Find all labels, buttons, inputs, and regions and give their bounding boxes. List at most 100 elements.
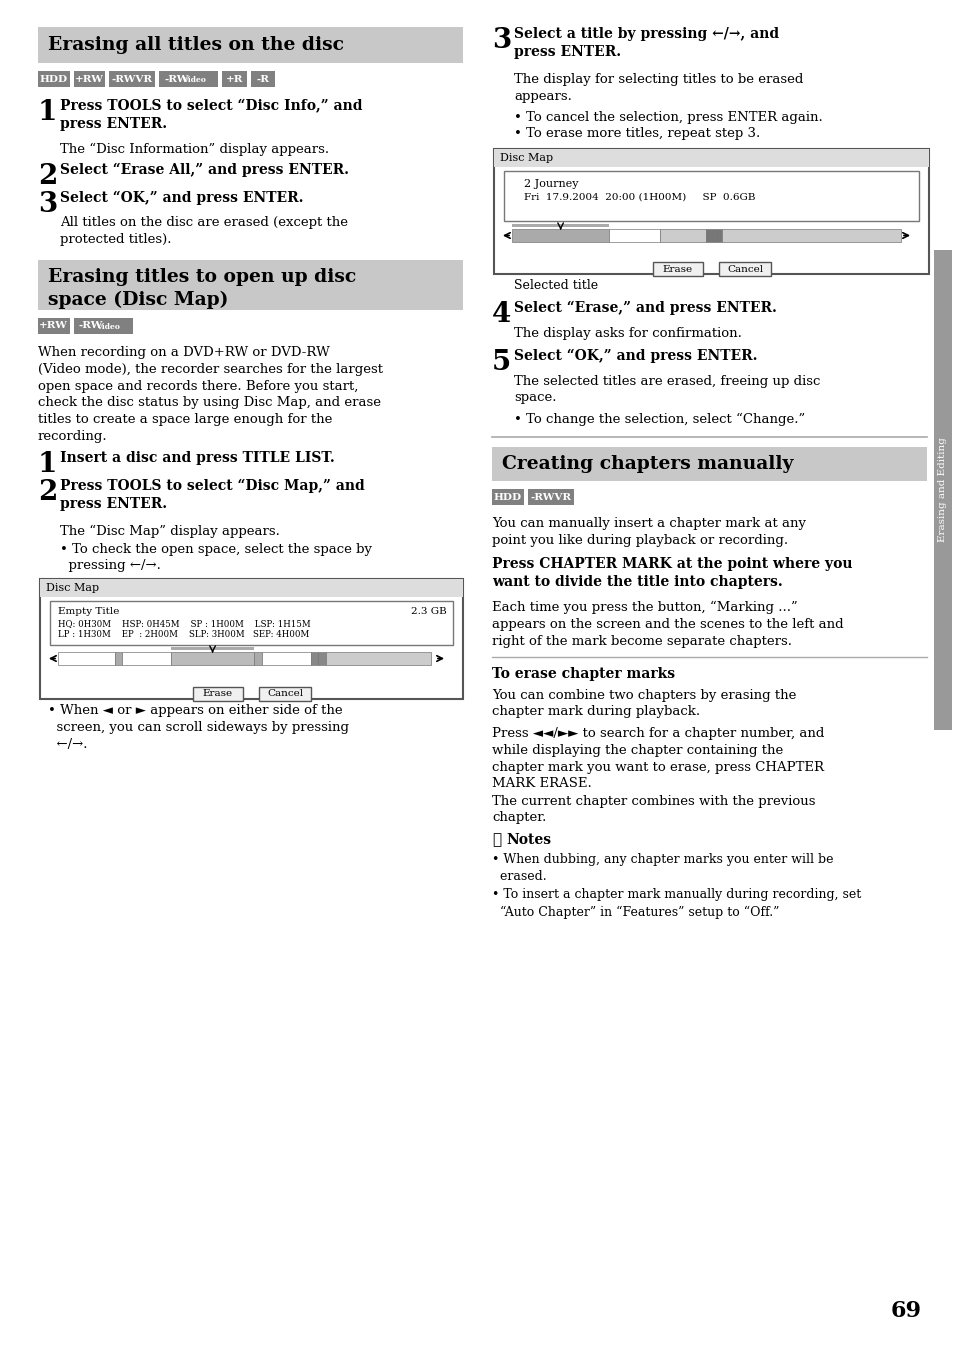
Text: 2.3 GB: 2.3 GB <box>411 607 447 617</box>
Text: Erase: Erase <box>662 265 692 273</box>
Text: Each time you press the button, “Marking ...”
appears on the screen and the scen: Each time you press the button, “Marking… <box>492 602 842 648</box>
Text: HQ: 0H30M    HSP: 0H45M    SP : 1H00M    LSP: 1H15M: HQ: 0H30M HSP: 0H45M SP : 1H00M LSP: 1H1… <box>58 619 311 627</box>
Text: +RW: +RW <box>39 322 69 330</box>
Text: Select “Erase,” and press ENTER.: Select “Erase,” and press ENTER. <box>514 301 776 315</box>
Text: -RW: -RW <box>164 74 189 84</box>
Text: 2: 2 <box>38 479 57 506</box>
Bar <box>73 318 132 334</box>
Bar <box>38 27 462 64</box>
Bar <box>38 318 70 334</box>
Text: 2: 2 <box>38 164 57 191</box>
Text: Insert a disc and press TITLE LIST.: Insert a disc and press TITLE LIST. <box>60 452 335 465</box>
Text: Select “OK,” and press ENTER.: Select “OK,” and press ENTER. <box>60 191 303 206</box>
Text: • To cancel the selection, press ENTER again.
• To erase more titles, repeat ste: • To cancel the selection, press ENTER a… <box>514 111 821 141</box>
Text: Erasing titles to open up disc
space (Disc Map): Erasing titles to open up disc space (Di… <box>48 268 355 308</box>
Bar <box>171 652 253 665</box>
Bar <box>317 652 325 665</box>
Text: The current chapter combines with the previous
chapter.: The current chapter combines with the pr… <box>492 795 815 825</box>
Text: All titles on the disc are erased (except the
protected titles).: All titles on the disc are erased (excep… <box>60 216 348 246</box>
Bar <box>706 228 714 242</box>
Text: Press TOOLS to select “Disc Info,” and
press ENTER.: Press TOOLS to select “Disc Info,” and p… <box>60 99 362 131</box>
Text: -RWVR: -RWVR <box>530 492 571 502</box>
Text: -R: -R <box>256 74 269 84</box>
Bar <box>494 149 928 168</box>
Text: -RW: -RW <box>78 322 103 330</box>
Text: 3: 3 <box>492 27 511 54</box>
Text: The display asks for confirmation.: The display asks for confirmation. <box>514 327 741 339</box>
Text: Selected title: Selected title <box>514 279 598 292</box>
Bar <box>171 648 253 650</box>
Text: HDD: HDD <box>40 74 68 84</box>
Text: Video: Video <box>182 76 206 84</box>
Text: • To check the open space, select the space by
  pressing ←/→.: • To check the open space, select the sp… <box>60 544 372 572</box>
Text: 1: 1 <box>38 452 57 479</box>
Text: You can manually insert a chapter mark at any
point you like during playback or : You can manually insert a chapter mark a… <box>492 516 805 546</box>
Text: -RWVR: -RWVR <box>112 74 152 84</box>
Text: The “Disc Map” display appears.: The “Disc Map” display appears. <box>60 525 279 538</box>
Bar <box>258 687 311 700</box>
Text: Notes: Notes <box>505 833 551 846</box>
Text: Select “Erase All,” and press ENTER.: Select “Erase All,” and press ENTER. <box>60 164 349 177</box>
Bar <box>719 262 770 276</box>
Text: +RW: +RW <box>75 74 104 84</box>
Bar <box>222 72 247 87</box>
Text: Creating chapters manually: Creating chapters manually <box>501 456 793 473</box>
Bar <box>114 652 122 665</box>
Text: • When dubbing, any chapter marks you enter will be
  erased.
• To insert a chap: • When dubbing, any chapter marks you en… <box>492 853 861 919</box>
Bar <box>721 228 900 242</box>
Bar <box>38 72 70 87</box>
Text: You can combine two chapters by erasing the
chapter mark during playback.: You can combine two chapters by erasing … <box>492 690 796 718</box>
Bar <box>512 228 609 242</box>
Text: Select a title by pressing ←/→, and
press ENTER.: Select a title by pressing ←/→, and pres… <box>514 27 779 59</box>
Bar <box>527 489 573 506</box>
Bar <box>503 170 918 220</box>
Text: 2 Journey: 2 Journey <box>523 178 578 189</box>
Bar <box>40 579 462 598</box>
Bar <box>325 652 431 665</box>
Text: • To change the selection, select “Change.”: • To change the selection, select “Chang… <box>514 412 804 426</box>
Text: Press CHAPTER MARK at the point where you
want to divide the title into chapters: Press CHAPTER MARK at the point where yo… <box>492 557 852 589</box>
Text: To erase chapter marks: To erase chapter marks <box>492 667 675 681</box>
Bar <box>193 687 243 700</box>
Text: Press TOOLS to select “Disc Map,” and
press ENTER.: Press TOOLS to select “Disc Map,” and pr… <box>60 479 364 511</box>
Bar <box>261 652 311 665</box>
Text: Video: Video <box>96 323 120 331</box>
Text: LP : 1H30M    EP  : 2H00M    SLP: 3H00M   SEP: 4H00M: LP : 1H30M EP : 2H00M SLP: 3H00M SEP: 4H… <box>58 630 309 639</box>
Text: 1: 1 <box>38 99 57 126</box>
Text: 4: 4 <box>492 301 511 329</box>
Bar <box>933 250 951 730</box>
Text: Disc Map: Disc Map <box>46 583 99 594</box>
Bar <box>73 72 105 87</box>
Bar <box>492 489 523 506</box>
Bar <box>38 260 462 310</box>
Bar <box>609 228 659 242</box>
Text: Empty Title: Empty Title <box>58 607 119 617</box>
Text: HDD: HDD <box>494 492 521 502</box>
Bar <box>714 228 721 242</box>
Bar <box>122 652 171 665</box>
Bar <box>109 72 155 87</box>
Text: Disc Map: Disc Map <box>499 153 553 164</box>
Bar <box>251 72 274 87</box>
Bar <box>159 72 218 87</box>
Text: Select “OK,” and press ENTER.: Select “OK,” and press ENTER. <box>514 349 757 364</box>
Text: Erasing all titles on the disc: Erasing all titles on the disc <box>48 37 344 54</box>
Bar <box>253 652 261 665</box>
Bar <box>40 579 462 699</box>
Text: 5: 5 <box>492 349 511 376</box>
Text: Cancel: Cancel <box>267 690 303 699</box>
Text: The “Disc Information” display appears.: The “Disc Information” display appears. <box>60 143 329 157</box>
Text: 69: 69 <box>890 1301 921 1322</box>
Text: Erase: Erase <box>203 690 233 699</box>
Bar <box>512 224 609 227</box>
Text: ⚡: ⚡ <box>492 833 500 846</box>
Text: Erasing and Editing: Erasing and Editing <box>938 438 946 542</box>
Text: 3: 3 <box>38 191 57 218</box>
Bar <box>652 262 702 276</box>
Text: Press ◄◄/►► to search for a chapter number, and
while displaying the chapter con: Press ◄◄/►► to search for a chapter numb… <box>492 727 823 791</box>
Text: Cancel: Cancel <box>726 265 762 273</box>
Text: The display for selecting titles to be erased
appears.: The display for selecting titles to be e… <box>514 73 802 103</box>
Text: When recording on a DVD+RW or DVD-RW
(Video mode), the recorder searches for the: When recording on a DVD+RW or DVD-RW (Vi… <box>38 346 382 443</box>
Bar <box>50 602 453 645</box>
Text: • When ◄ or ► appears on either side of the
  screen, you can scroll sideways by: • When ◄ or ► appears on either side of … <box>48 704 349 750</box>
